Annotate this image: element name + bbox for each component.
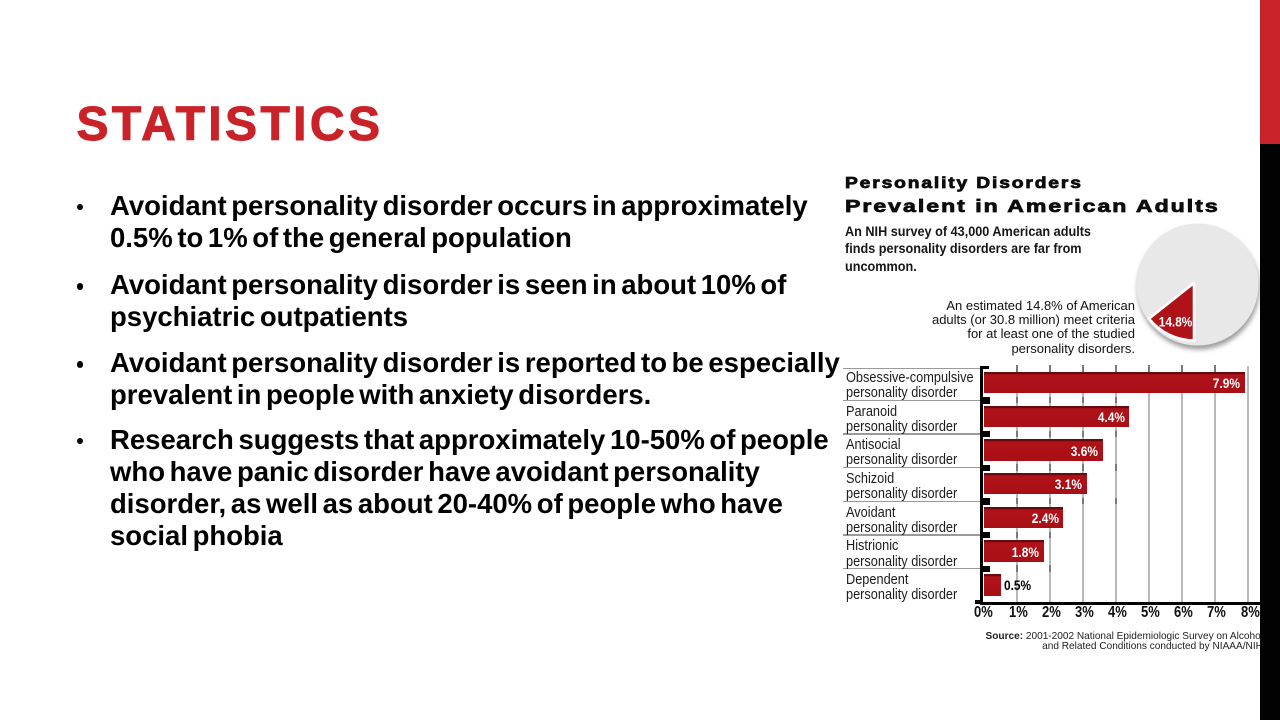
svg-text:14.8%: 14.8% [1159, 313, 1193, 329]
